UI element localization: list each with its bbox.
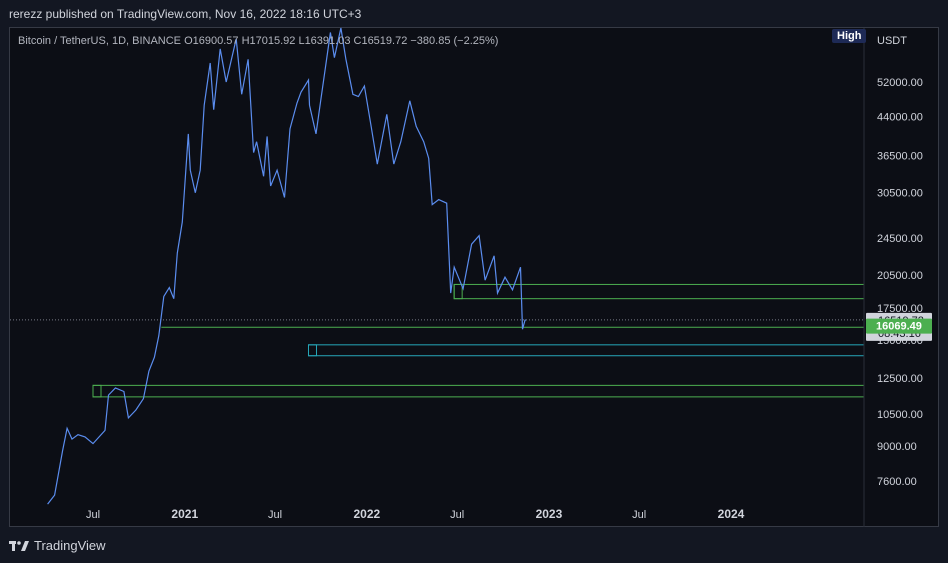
- y-tick-label: 20500.00: [877, 270, 923, 282]
- x-tick-label: Jul: [268, 509, 282, 521]
- chart-panel[interactable]: [9, 27, 939, 527]
- x-axis-ticks: Jul 2021 Jul 2022 Jul 2023 Jul 2024: [86, 507, 745, 521]
- y-tick-label: 10500.00: [877, 409, 923, 421]
- level-label-box: [866, 318, 932, 334]
- zones-layer: [92, 283, 865, 398]
- x-tick-label: 2023: [536, 507, 563, 521]
- x-tick-label: 2024: [718, 507, 745, 521]
- zone-rect: [453, 283, 865, 300]
- symbol-ohlc-info: Bitcoin / TetherUS, 1D, BINANCE O16900.5…: [18, 35, 499, 47]
- zone-rect: [92, 384, 865, 398]
- x-tick-label: Jul: [632, 509, 646, 521]
- x-tick-label: 2022: [354, 507, 381, 521]
- x-tick-label: Jul: [450, 509, 464, 521]
- y-axis-ticks: 52000.00 44000.00 36500.00 30500.00 24500.00…: [877, 77, 923, 488]
- top-bar: rerezz published on TradingView.com, Nov…: [0, 0, 948, 28]
- horizontal-lines-layer: [10, 319, 864, 328]
- currency-label: USDT: [877, 35, 907, 47]
- y-tick-label: 12500.00: [877, 373, 923, 385]
- y-tick-label: 7600.00: [877, 476, 917, 488]
- y-tick-label: 36500.00: [877, 150, 923, 162]
- level-label-value: 16069.49: [876, 321, 922, 333]
- y-tick-label: 44000.00: [877, 112, 923, 124]
- x-tick-label: 2021: [171, 507, 198, 521]
- y-tick-label: 30500.00: [877, 188, 923, 200]
- zone-rect: [307, 344, 865, 357]
- zone-anchor: [92, 384, 102, 398]
- zone-anchor: [307, 344, 317, 357]
- x-tick-label: Jul: [86, 509, 100, 521]
- y-tick-label: 17500.00: [877, 303, 923, 315]
- high-badge[interactable]: High: [832, 29, 867, 43]
- publish-info: rerezz published on TradingView.com, Nov…: [9, 7, 362, 21]
- y-tick-label: 24500.00: [877, 233, 923, 245]
- price-series-line: [47, 27, 527, 505]
- footer-brand[interactable]: TradingView: [9, 538, 106, 553]
- tradingview-logo-icon: [9, 540, 29, 552]
- y-tick-label: 52000.00: [877, 77, 923, 89]
- footer-brand-text: TradingView: [34, 538, 106, 553]
- zone-anchor: [453, 283, 463, 300]
- y-tick-label: 9000.00: [877, 441, 917, 453]
